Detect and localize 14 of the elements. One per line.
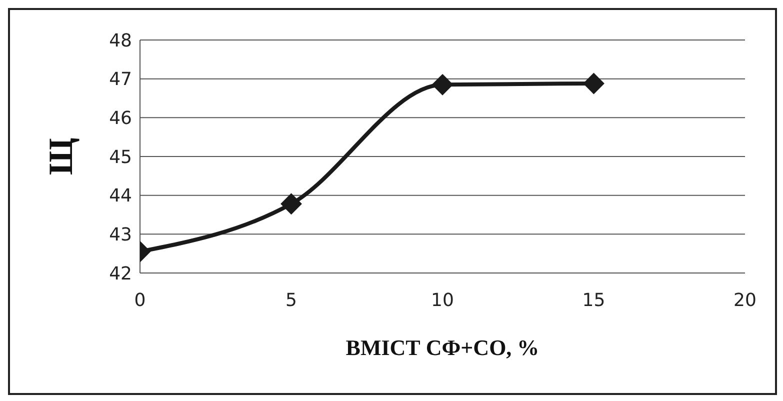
y-tick-label: 44 bbox=[109, 186, 132, 207]
x-tick-label: 15 bbox=[582, 290, 606, 311]
x-tick-label: 5 bbox=[286, 290, 297, 311]
y-tick-label: 43 bbox=[109, 224, 132, 246]
y-tick-label: 42 bbox=[109, 263, 132, 284]
y-axis-title: Щ bbox=[43, 138, 80, 176]
y-tick-label: 46 bbox=[109, 108, 132, 130]
x-tick-label: 20 bbox=[734, 290, 756, 311]
y-tick-label: 48 bbox=[109, 30, 132, 52]
x-axis-title: ВМІСТ СФ+СО, % bbox=[346, 335, 540, 360]
x-tick-label: 10 bbox=[431, 290, 454, 311]
y-tick-label: 47 bbox=[109, 69, 132, 90]
y-tick-label: 45 bbox=[109, 146, 132, 168]
x-tick-label: 0 bbox=[134, 290, 146, 311]
